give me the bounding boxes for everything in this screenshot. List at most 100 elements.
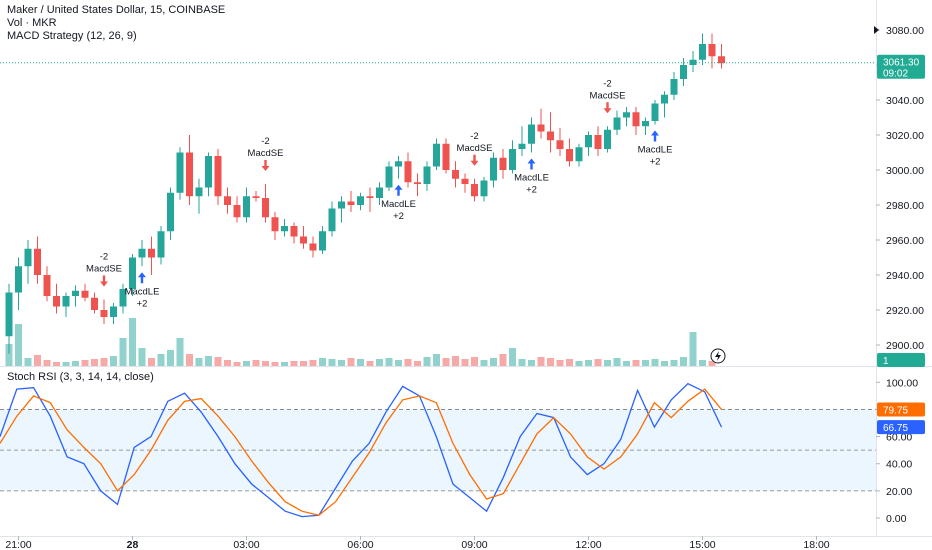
candle-body <box>224 196 231 205</box>
volume-tag[interactable] <box>877 353 925 367</box>
candle-body <box>537 124 545 132</box>
signal-label: MacdSE <box>457 143 493 154</box>
candle-body <box>471 184 478 197</box>
candle-body <box>395 161 402 167</box>
volume-bar <box>262 361 269 366</box>
volume-bar <box>328 359 336 366</box>
volume-bar <box>53 362 60 366</box>
candle-body <box>62 296 70 307</box>
volume-bar <box>138 348 146 366</box>
volume-bar <box>347 358 355 366</box>
volume-bar <box>43 360 51 366</box>
long-arrow-icon[interactable] <box>527 158 536 170</box>
time-tick-label: 28 <box>127 539 139 550</box>
volume-bar <box>167 350 174 366</box>
volume-bar <box>224 360 231 366</box>
time-tick-label: 03:00 <box>233 539 259 550</box>
stoch-legend[interactable]: Stoch RSI (3, 3, 14, 14, close) <box>7 371 154 383</box>
price-tick-label: 3020.00 <box>886 130 924 142</box>
candle-body <box>281 226 288 232</box>
volume-bar <box>100 358 108 366</box>
candle-body <box>461 178 469 184</box>
price-tick-label: 3040.00 <box>886 95 924 107</box>
candle-body <box>100 310 108 317</box>
candle-body <box>300 236 307 244</box>
candle-body <box>632 112 640 127</box>
volume-bar <box>366 361 374 366</box>
candle-body <box>167 192 174 232</box>
stoch-d-tag[interactable] <box>877 402 925 417</box>
candle-body <box>528 124 535 144</box>
candle-body <box>385 166 393 188</box>
stoch-d-line <box>0 388 723 517</box>
long-arrow-icon[interactable] <box>651 130 659 142</box>
candle-body <box>556 140 564 149</box>
candle-body <box>319 231 326 251</box>
grid <box>0 0 932 537</box>
volume-bar <box>433 354 440 366</box>
volume-bar <box>699 360 706 366</box>
volume-bar <box>243 361 250 366</box>
candle-body <box>423 166 431 184</box>
short-arrow-icon[interactable] <box>100 275 108 287</box>
volume-bar <box>471 357 478 366</box>
time-tick-label: 09:00 <box>461 539 487 550</box>
long-arrow-icon[interactable] <box>394 184 403 196</box>
candle-body <box>613 117 621 130</box>
candle-body <box>585 135 592 148</box>
time-tick-label: 21:00 <box>5 539 31 550</box>
volume-bar <box>613 358 621 366</box>
short-arrow-icon[interactable] <box>261 160 270 171</box>
candle-body <box>347 201 355 205</box>
candle-body <box>442 143 450 170</box>
volume-bar <box>5 344 13 366</box>
signal-qty: -2 <box>470 131 478 142</box>
price-tick-label: 2960.00 <box>886 235 924 247</box>
short-arrow-icon[interactable] <box>470 154 479 166</box>
volume-bar <box>176 338 184 366</box>
volume-bar <box>15 324 22 366</box>
strategy-legend[interactable]: MACD Strategy (12, 26, 9) <box>7 30 137 42</box>
last-price-tag[interactable] <box>877 54 925 79</box>
volume-bar <box>499 354 507 366</box>
candle-body <box>15 266 22 293</box>
candle-body <box>566 149 573 162</box>
long-arrow-icon[interactable] <box>138 272 146 284</box>
volume-bar <box>119 338 127 366</box>
short-arrow-icon[interactable] <box>603 102 612 114</box>
volume-bar <box>423 357 431 366</box>
volume-bar <box>689 332 697 366</box>
volume-bar <box>556 360 564 366</box>
candle-body <box>138 248 146 258</box>
candle-body <box>214 156 222 197</box>
stoch-k-tag[interactable] <box>877 420 925 435</box>
symbol-title[interactable]: Maker / United States Dollar, 15, COINBA… <box>7 4 226 16</box>
candle-body <box>642 121 649 127</box>
time-tick-label: 15:00 <box>689 539 715 550</box>
candle-body <box>651 103 659 121</box>
stoch-d-value: 79.75 <box>883 405 908 416</box>
volume-bar <box>309 360 317 366</box>
volume-bar <box>62 362 70 366</box>
candle-body <box>43 275 51 296</box>
volume-bar <box>404 359 412 366</box>
volume-bar <box>395 360 402 366</box>
candle-body <box>81 290 89 298</box>
volume-legend[interactable]: Vol · MKR <box>7 17 57 29</box>
volume-bar <box>148 358 155 366</box>
candle-body <box>604 129 611 149</box>
stoch-lines <box>0 382 723 518</box>
last-price-value: 3061.30 <box>883 58 920 69</box>
candle-body <box>205 156 212 188</box>
volume-bar <box>319 358 326 366</box>
signal-qty: +2 <box>650 157 661 168</box>
volume-bar <box>81 360 89 366</box>
volume-bar <box>594 359 602 366</box>
candle-body <box>670 79 678 95</box>
time-tick-label: 18:00 <box>803 539 829 550</box>
signal-qty: -2 <box>100 252 108 263</box>
volume-value: 1 <box>883 356 889 367</box>
volume-bar <box>566 359 573 366</box>
